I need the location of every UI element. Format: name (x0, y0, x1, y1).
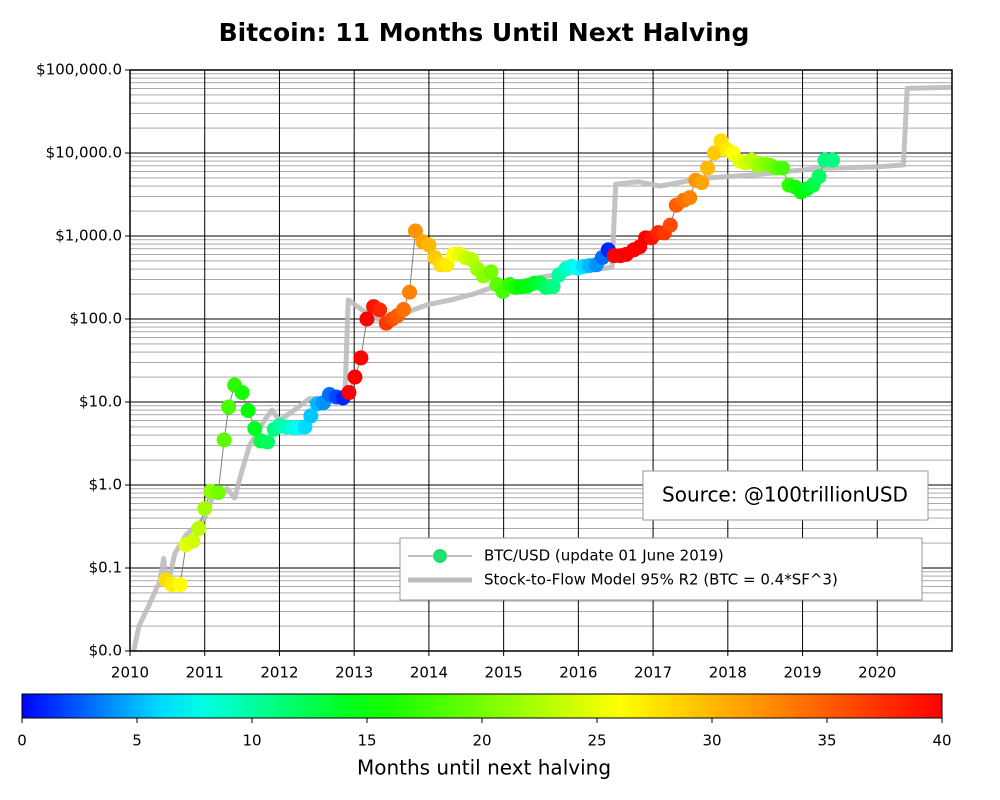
x-tick-label: 2012 (260, 664, 298, 682)
price-point (303, 408, 319, 424)
y-tick-label: $1,000.0 (55, 227, 122, 245)
price-point (197, 501, 213, 517)
price-point (341, 385, 357, 401)
x-tick-label: 2011 (186, 664, 224, 682)
y-tick-label: $100,000.0 (36, 61, 122, 79)
x-tick-label: 2017 (634, 664, 672, 682)
price-point (216, 432, 232, 448)
colorbar (21, 693, 943, 719)
colorbar-tick-label: 35 (817, 732, 836, 750)
axes: $0.0 $0.1 $1.0 $10.0 $100.0 $1,000.0 $10,000.0… (36, 61, 896, 682)
x-tick-label: 2016 (559, 664, 597, 682)
colorbar-tick-label: 30 (702, 732, 721, 750)
price-point (259, 434, 275, 450)
price-point (359, 311, 375, 327)
price-point (545, 279, 561, 295)
colorbar-tick-label: 25 (587, 732, 606, 750)
y-tick-label: $10,000.0 (46, 144, 122, 162)
colorbar-tick-label: 40 (932, 732, 951, 750)
price-point (824, 152, 840, 168)
price-point (694, 175, 710, 191)
x-tick-label: 2010 (111, 664, 149, 682)
colorbar-tick-label: 0 (17, 732, 27, 750)
price-point (407, 223, 423, 239)
price-point (347, 369, 363, 385)
price-point (353, 350, 369, 366)
legend-box (399, 537, 923, 601)
price-point (297, 419, 313, 435)
x-tick-label: 2020 (858, 664, 896, 682)
colorbar-axis: 0 5 10 15 20 25 30 35 40 (17, 718, 952, 750)
colorbar-tick-label: 5 (132, 732, 142, 750)
price-point (706, 145, 722, 161)
price-point (234, 385, 250, 401)
colorbar-label: Months until next halving (357, 756, 611, 780)
price-point (662, 217, 678, 233)
colorbar-tick-label: 15 (357, 732, 376, 750)
y-tick-label: $0.1 (89, 559, 122, 577)
plot-frame (129, 69, 953, 652)
chart-title: Bitcoin: 11 Months Until Next Halving (219, 18, 750, 47)
price-point (421, 237, 437, 253)
price-point (682, 190, 698, 206)
price-point (185, 533, 201, 549)
price-point (221, 399, 237, 415)
price-point (247, 420, 263, 436)
x-tick-label: 2013 (335, 664, 373, 682)
colorbar-tick-label: 10 (242, 732, 261, 750)
colorbar-tick-label: 20 (472, 732, 491, 750)
price-point (774, 160, 790, 176)
price-point (401, 284, 417, 300)
legend-label: Stock-to-Flow Model 95% R2 (BTC = 0.4*SF… (484, 571, 838, 589)
y-tick-label: $100.0 (70, 310, 123, 328)
price-point (210, 485, 226, 501)
y-tick-label: $0.0 (89, 642, 122, 660)
x-tick-label: 2014 (410, 664, 448, 682)
price-point (240, 402, 256, 418)
price-point (396, 302, 412, 318)
y-tick-label: $1.0 (89, 476, 122, 494)
x-tick-label: 2018 (709, 664, 747, 682)
plot-area (131, 84, 953, 652)
x-tick-label: 2019 (783, 664, 821, 682)
price-point (811, 169, 827, 185)
legend-marker (433, 549, 447, 563)
price-point (483, 264, 499, 280)
y-tick-label: $10.0 (79, 393, 122, 411)
x-tick-label: 2015 (485, 664, 523, 682)
price-point (172, 577, 188, 593)
annotation: Source: @100trillionUSD (662, 483, 908, 507)
price-point (191, 520, 207, 536)
legend-label: BTC/USD (update 01 June 2019) (484, 547, 724, 565)
annotation-box (642, 470, 929, 521)
price-point (700, 160, 716, 176)
price-point (372, 302, 388, 318)
